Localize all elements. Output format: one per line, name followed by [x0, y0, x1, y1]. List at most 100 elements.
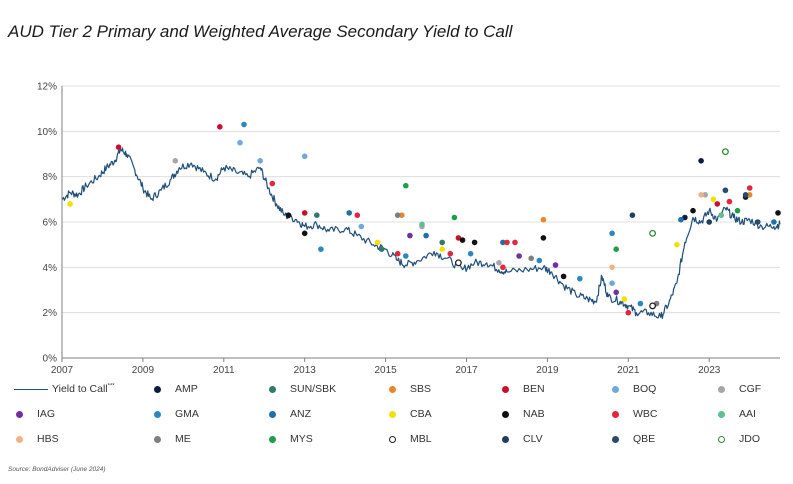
legend-label: Yield to Call***	[52, 383, 115, 395]
point-wbc	[746, 185, 753, 191]
point-wbc	[625, 309, 632, 316]
line-layer	[61, 147, 781, 319]
y-tick-label: 0%	[43, 354, 58, 365]
legend-item-amp: AMP	[132, 383, 198, 395]
legend-label: BOQ	[633, 383, 657, 395]
point-wbc	[504, 239, 510, 246]
point-sun-sbk	[378, 246, 385, 252]
gridlines	[62, 85, 780, 314]
point-clv	[706, 219, 712, 225]
point-aai	[419, 221, 425, 228]
point-cgf	[172, 158, 179, 164]
legend-item-ben: BEN	[480, 383, 545, 395]
legend-marker	[154, 385, 161, 393]
x-tick-label: 2013	[294, 365, 317, 376]
scatter-layer	[67, 121, 781, 316]
legend-label: MBL	[410, 433, 432, 445]
point-boq	[358, 223, 365, 230]
point-mbl	[454, 259, 462, 267]
y-tick-label: 8%	[43, 172, 58, 183]
legend-marker	[269, 410, 276, 418]
legend-marker	[269, 385, 276, 393]
legend-marker	[389, 410, 396, 418]
point-me	[394, 212, 401, 218]
point-iag	[516, 253, 522, 259]
point-hbs	[609, 264, 615, 271]
point-boq	[609, 280, 615, 287]
x-tick-label: 2017	[455, 365, 478, 376]
point-sbs	[746, 192, 753, 198]
legend-label: GMA	[175, 408, 199, 420]
point-sbs	[399, 212, 405, 218]
point-anz	[346, 210, 353, 216]
point-wbc	[269, 180, 276, 187]
point-gma	[577, 275, 583, 282]
legend-line-swatch	[14, 388, 48, 390]
legend-marker	[154, 410, 161, 418]
legend-marker	[502, 385, 509, 393]
point-mys	[734, 207, 741, 214]
point-anz	[678, 216, 684, 223]
legend-item-nab: NAB	[480, 408, 545, 420]
series-line-yield-to-call	[61, 147, 781, 319]
legend-item-qbe: QBE	[590, 433, 655, 445]
legend-item-jdo: JDO	[696, 433, 760, 445]
x-tick-label: 2009	[132, 365, 155, 376]
legend-label-suffix: ***	[107, 383, 115, 390]
legend-item-me: ME	[132, 433, 191, 445]
y-tick-label: 10%	[37, 127, 57, 138]
legend-label: MYS	[290, 433, 313, 445]
legend-item-boq: BOQ	[590, 383, 656, 395]
point-nab	[301, 230, 308, 237]
point-jdo	[721, 148, 729, 156]
x-tick-label: 2021	[617, 365, 640, 376]
point-hbs	[698, 192, 704, 198]
point-gma	[536, 257, 543, 264]
point-iag	[613, 289, 619, 296]
point-nab	[775, 210, 781, 216]
legend-label: ME	[175, 433, 191, 445]
legend-item-hbs: HBS	[14, 433, 59, 445]
point-wbc	[500, 264, 506, 271]
point-mys	[451, 214, 458, 221]
legend-marker	[612, 410, 619, 418]
x-tick-label: 2011	[213, 365, 235, 376]
point-qbe	[722, 187, 729, 194]
legend-label: SUN/SBK	[290, 383, 337, 395]
point-wbc	[394, 250, 401, 257]
point-nab	[690, 207, 696, 214]
point-qbe	[755, 219, 761, 225]
legend-label: JDO	[739, 433, 760, 445]
point-gma	[241, 121, 247, 128]
legend-marker	[718, 385, 725, 393]
point-cgf	[496, 260, 502, 266]
legend-marker	[269, 435, 276, 443]
legend-marker	[718, 410, 725, 418]
point-sun-sbk	[439, 239, 446, 246]
axes: 0% 2% 4% 6% 8% 10% 12% 2007 2009 2011 2013 2015 2017…	[37, 82, 780, 376]
y-tick-label: 4%	[43, 263, 58, 274]
legend-item-mbl: MBL	[367, 433, 432, 445]
legend-label: SBS	[410, 383, 432, 395]
x-tick-label: 2015	[374, 365, 397, 376]
legend-label: HBS	[37, 433, 59, 445]
point-gma	[609, 230, 615, 237]
point-gma	[403, 253, 409, 259]
legend-label: CLV	[523, 433, 543, 445]
legend-marker	[718, 435, 725, 443]
legend-item-clv: CLV	[480, 433, 543, 445]
legend-marker	[502, 435, 509, 443]
point-ben	[455, 235, 462, 241]
point-amp	[698, 158, 704, 164]
point-gma	[637, 300, 644, 307]
point-boq	[257, 158, 264, 164]
point-iag	[552, 262, 559, 268]
legend-label: CGF	[739, 383, 762, 395]
legend-label: NAB	[523, 408, 545, 420]
point-clv	[629, 212, 636, 218]
legend-label: CBA	[410, 408, 432, 420]
legend-item-anz: ANZ	[247, 408, 311, 420]
legend-label: ANZ	[290, 408, 311, 420]
legend-item-mys: MYS	[247, 433, 313, 445]
point-cgf	[702, 192, 708, 198]
